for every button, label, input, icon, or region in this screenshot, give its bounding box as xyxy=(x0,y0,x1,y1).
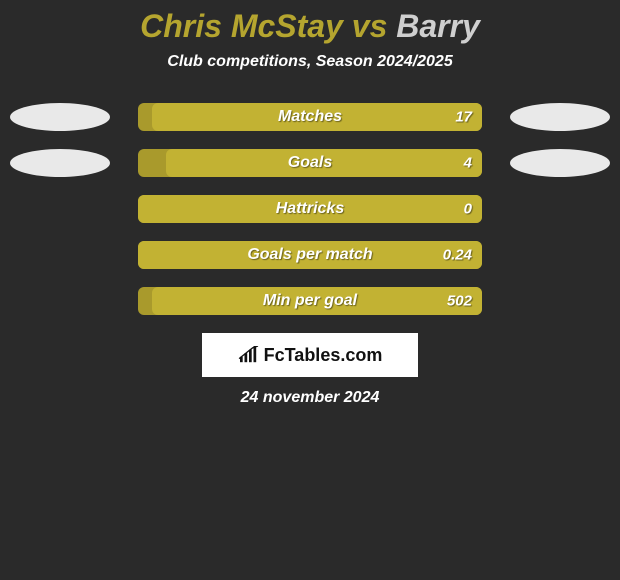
comparison-card: Chris McStay vs Barry Club competitions,… xyxy=(0,0,620,407)
player-a-name: Chris McStay xyxy=(140,8,343,44)
player-a-marker xyxy=(10,149,110,177)
stat-label: Goals per match xyxy=(138,246,482,264)
stat-label: Min per goal xyxy=(138,292,482,310)
chart-icon xyxy=(238,346,260,364)
stat-value: 17 xyxy=(455,109,472,126)
stat-value: 0 xyxy=(464,201,472,218)
stats-area: Matches17 Goals4 Hattricks0 Goals per match… xyxy=(0,103,620,315)
player-b-marker xyxy=(510,149,610,177)
stat-bar: Matches17 xyxy=(138,103,482,131)
stat-label: Hattricks xyxy=(138,200,482,218)
stat-value: 0.24 xyxy=(443,247,472,264)
stat-row: Matches17 xyxy=(10,103,610,131)
stat-row: Min per goal502 xyxy=(10,287,610,315)
player-a-marker xyxy=(10,103,110,131)
vs-separator: vs xyxy=(343,8,396,44)
stat-row: Hattricks0 xyxy=(10,195,610,223)
stat-row: Goals per match0.24 xyxy=(10,241,610,269)
date-text: 24 november 2024 xyxy=(0,389,620,407)
player-b-name: Barry xyxy=(396,8,480,44)
stat-row: Goals4 xyxy=(10,149,610,177)
brand-logo: FcTables.com xyxy=(238,345,383,366)
stat-bar: Min per goal502 xyxy=(138,287,482,315)
subtitle: Club competitions, Season 2024/2025 xyxy=(0,53,620,71)
stat-label: Goals xyxy=(138,154,482,172)
stat-value: 4 xyxy=(464,155,472,172)
page-title: Chris McStay vs Barry xyxy=(0,8,620,45)
brand-name: FcTables.com xyxy=(264,345,383,366)
stat-bar: Goals4 xyxy=(138,149,482,177)
stat-value: 502 xyxy=(447,293,472,310)
brand-logo-box: FcTables.com xyxy=(202,333,418,377)
stat-label: Matches xyxy=(138,108,482,126)
stat-bar: Hattricks0 xyxy=(138,195,482,223)
player-b-marker xyxy=(510,103,610,131)
stat-bar: Goals per match0.24 xyxy=(138,241,482,269)
